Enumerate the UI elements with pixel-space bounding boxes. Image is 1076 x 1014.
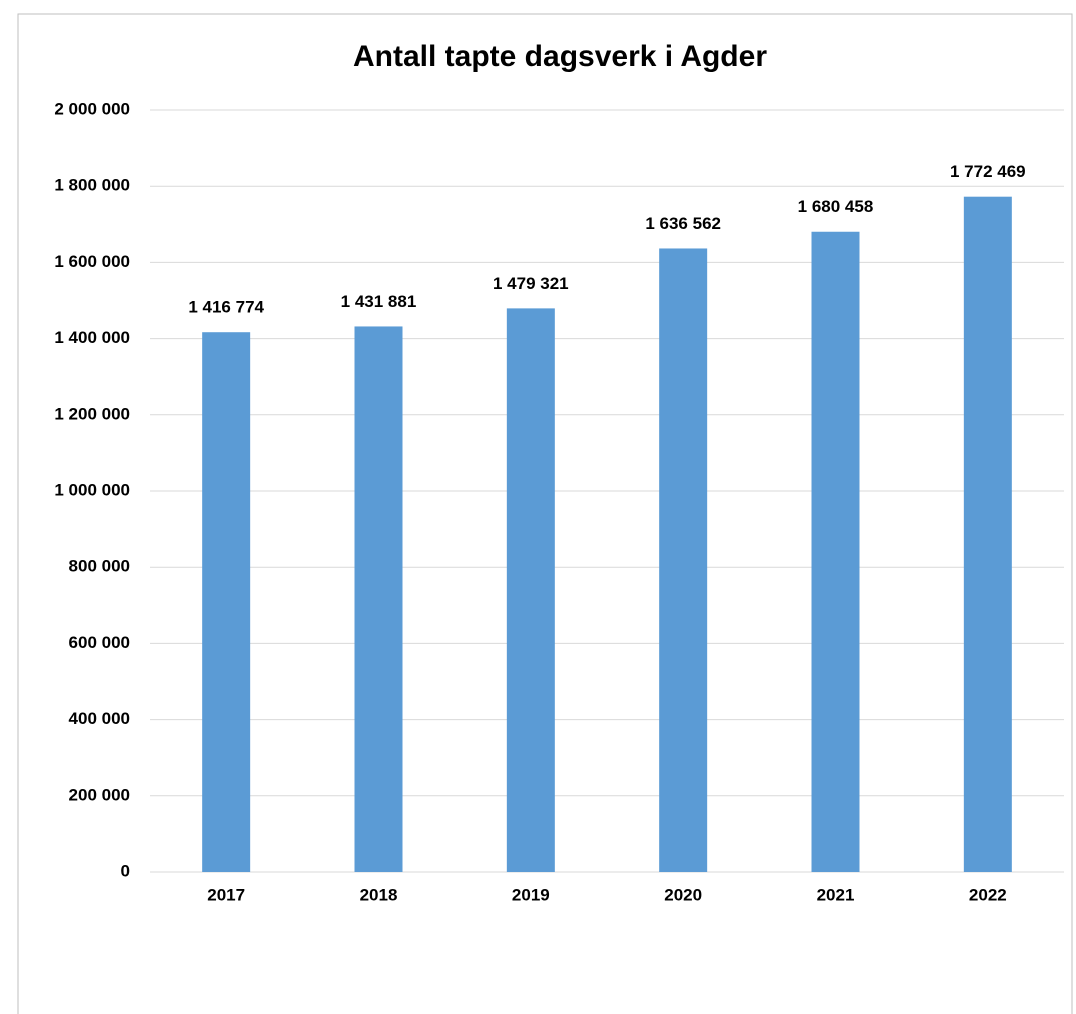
y-tick-label: 1 200 000	[54, 404, 130, 423]
bar	[202, 332, 251, 872]
y-tick-label: 1 000 000	[54, 480, 130, 499]
y-tick-label: 1 600 000	[54, 252, 130, 271]
y-tick-label: 2 000 000	[54, 99, 130, 118]
y-tick-label: 600 000	[69, 633, 130, 652]
y-tick-label: 1 400 000	[54, 328, 130, 347]
value-label: 1 416 774	[188, 298, 264, 317]
value-label: 1 431 881	[341, 292, 417, 311]
y-tick-label: 400 000	[69, 709, 130, 728]
bar	[811, 231, 860, 873]
value-label: 1 680 458	[798, 197, 874, 216]
x-tick-label: 2019	[512, 885, 550, 904]
x-tick-label: 2020	[664, 885, 702, 904]
x-tick-label: 2022	[969, 885, 1007, 904]
value-label: 1 772 469	[950, 162, 1026, 181]
value-label: 1 636 562	[645, 214, 721, 233]
chart-title: Antall tapte dagsverk i Agder	[353, 40, 767, 73]
x-tick-label: 2021	[817, 885, 855, 904]
value-label: 1 479 321	[493, 274, 569, 293]
bar	[506, 308, 555, 873]
y-tick-label: 800 000	[69, 557, 130, 576]
bar	[354, 326, 403, 872]
bar	[963, 196, 1012, 872]
y-tick-label: 0	[121, 861, 130, 880]
y-tick-label: 200 000	[69, 785, 130, 804]
y-tick-label: 1 800 000	[54, 176, 130, 195]
x-tick-label: 2018	[360, 885, 398, 904]
bar	[659, 248, 708, 873]
x-tick-label: 2017	[207, 885, 245, 904]
